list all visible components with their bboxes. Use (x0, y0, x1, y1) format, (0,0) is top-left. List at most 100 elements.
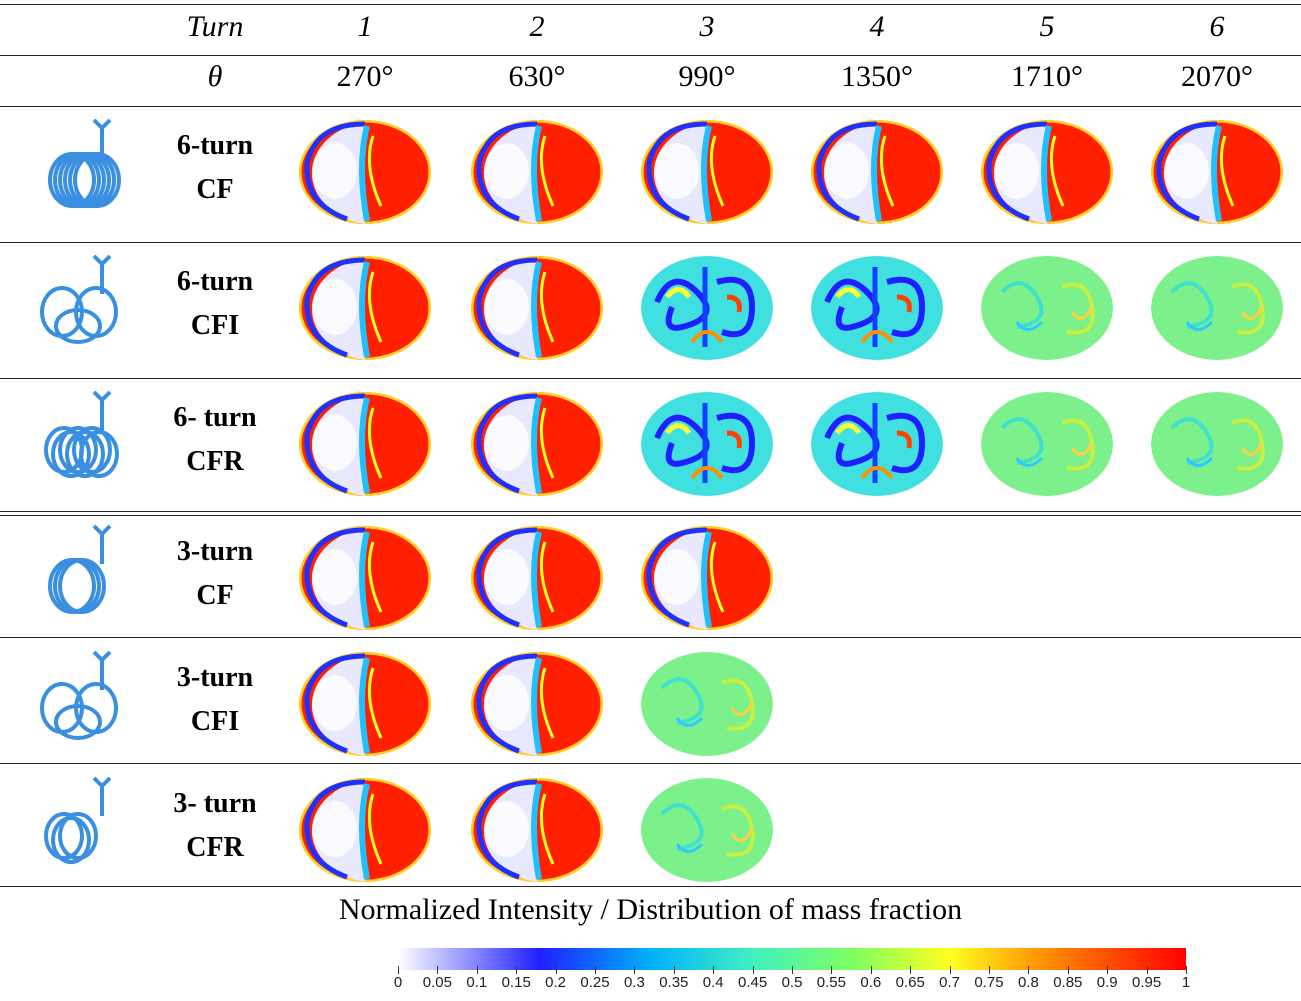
coil-geometry-icon (34, 254, 134, 354)
colorbar-tick (398, 966, 399, 974)
cross-section-contour (807, 252, 947, 364)
cross-section-contour (807, 116, 947, 228)
row-label-line2: CFI (190, 706, 240, 737)
colorbar-tick-label: 0.45 (737, 974, 768, 991)
colorbar-tick-label: 0.15 (501, 974, 531, 991)
table-bottom-rule (0, 886, 1301, 887)
cross-section-contour (637, 648, 777, 760)
colorbar-tick (1146, 966, 1148, 974)
row-label-line2: CF (196, 174, 234, 205)
colorbar-tick-label: 0.3 (623, 974, 645, 991)
header-bottom-rule (0, 106, 1301, 107)
cross-section-contour (977, 252, 1117, 364)
colorbar-tick-label: 0.55 (816, 974, 846, 991)
colorbar-tick (555, 966, 557, 974)
colorbar-tick (752, 966, 754, 974)
colorbar-tick-label: 0.6 (860, 974, 882, 991)
colorbar-tick-label: 1 (1181, 974, 1191, 991)
colorbar-caption: Normalized Intensity / Distribution of m… (338, 893, 963, 926)
cross-section-contour (807, 388, 947, 500)
colorbar-tick-label: 0.85 (1053, 974, 1083, 991)
row-label: 6- turn CFR (140, 396, 290, 484)
cross-section-contour (977, 116, 1117, 228)
colorbar-tick-label: 0.75 (974, 974, 1004, 991)
row-rule-2 (0, 378, 1301, 379)
cross-section-contour (637, 116, 777, 228)
angle-3: 990° (678, 60, 736, 93)
turn-header-label: Turn (186, 10, 244, 43)
colorbar-tick (476, 966, 478, 974)
row-rule-1 (0, 242, 1301, 243)
colorbar-tick-label: 0.2 (545, 974, 567, 991)
turn-number-4: 4 (869, 10, 885, 43)
cross-section-contour (467, 116, 607, 228)
angle-2: 630° (508, 60, 566, 93)
row-label: 3- turn CFR (140, 782, 290, 870)
turn-number-1: 1 (357, 10, 373, 43)
row-label-line1: 6-turn (176, 130, 254, 161)
colorbar-tick (831, 966, 833, 974)
row-label: 6-turn CFI (140, 260, 290, 348)
cross-section-contour (295, 522, 435, 634)
colorbar-tick (634, 966, 636, 974)
colorbar-tick-label: 0.5 (781, 974, 803, 991)
cross-section-contour (637, 252, 777, 364)
coil-geometry-icon (34, 390, 134, 490)
cross-section-contour (637, 774, 777, 886)
coil-geometry-icon (34, 650, 134, 750)
colorbar-tick (1067, 966, 1069, 974)
colorbar-tick (870, 966, 872, 974)
colorbar-tick-label: 0.35 (659, 974, 689, 991)
row-label: 6-turn CF (140, 124, 290, 212)
colorbar-tick-label: 0 (393, 974, 403, 991)
colorbar-tick (595, 966, 596, 974)
cross-section-contour (637, 522, 777, 634)
cross-section-contour (467, 648, 607, 760)
cross-section-contour (295, 774, 435, 886)
row-label-line1: 6- turn (173, 402, 257, 433)
colorbar-tick (910, 966, 912, 974)
group-divider-rule (0, 511, 1301, 516)
colorbar-tick (1107, 966, 1109, 974)
turn-number-5: 5 (1039, 10, 1055, 43)
row-label-line2: CFR (186, 832, 244, 863)
cross-section-contour (467, 388, 607, 500)
colorbar-tick (1186, 966, 1187, 974)
cross-section-contour (295, 252, 435, 364)
cross-section-contour (977, 388, 1117, 500)
colorbar-tick-label: 0.4 (702, 974, 724, 991)
cross-section-contour (1147, 388, 1287, 500)
colorbar-tick (516, 966, 518, 974)
cross-section-contour (295, 116, 435, 228)
header-mid-rule (0, 55, 1301, 56)
colorbar-tick (1028, 966, 1030, 974)
row-rule-4 (0, 637, 1301, 638)
colorbar-tick-label: 0.1 (466, 974, 488, 991)
colorbar-tick-label: 0.95 (1131, 974, 1162, 991)
colorbar-tick (437, 966, 439, 974)
cross-section-contour (637, 388, 777, 500)
colorbar-tick-label: 0.9 (1096, 974, 1118, 991)
colorbar-tick (989, 966, 990, 974)
coil-geometry-icon (34, 524, 134, 624)
row-label-line1: 3-turn (176, 662, 254, 693)
cross-section-contour (295, 388, 435, 500)
top-rule (0, 4, 1301, 5)
row-label-line2: CFR (186, 446, 244, 477)
row-label-line2: CF (196, 580, 234, 611)
row-label-line2: CFI (190, 310, 240, 341)
colorbar (398, 948, 1186, 970)
angle-1: 270° (336, 60, 394, 93)
cross-section-contour (1147, 252, 1287, 364)
coil-geometry-icon (34, 776, 134, 876)
cross-section-contour (295, 648, 435, 760)
turn-number-6: 6 (1209, 10, 1225, 43)
cross-section-contour (467, 252, 607, 364)
colorbar-tick (949, 966, 951, 974)
colorbar-tick-label: 0.25 (580, 974, 610, 991)
cross-section-contour (467, 774, 607, 886)
theta-header-label: θ (207, 60, 223, 93)
angle-5: 1710° (1011, 60, 1083, 93)
row-label: 3-turn CFI (140, 656, 290, 744)
colorbar-tick-label: 0.65 (895, 974, 925, 991)
